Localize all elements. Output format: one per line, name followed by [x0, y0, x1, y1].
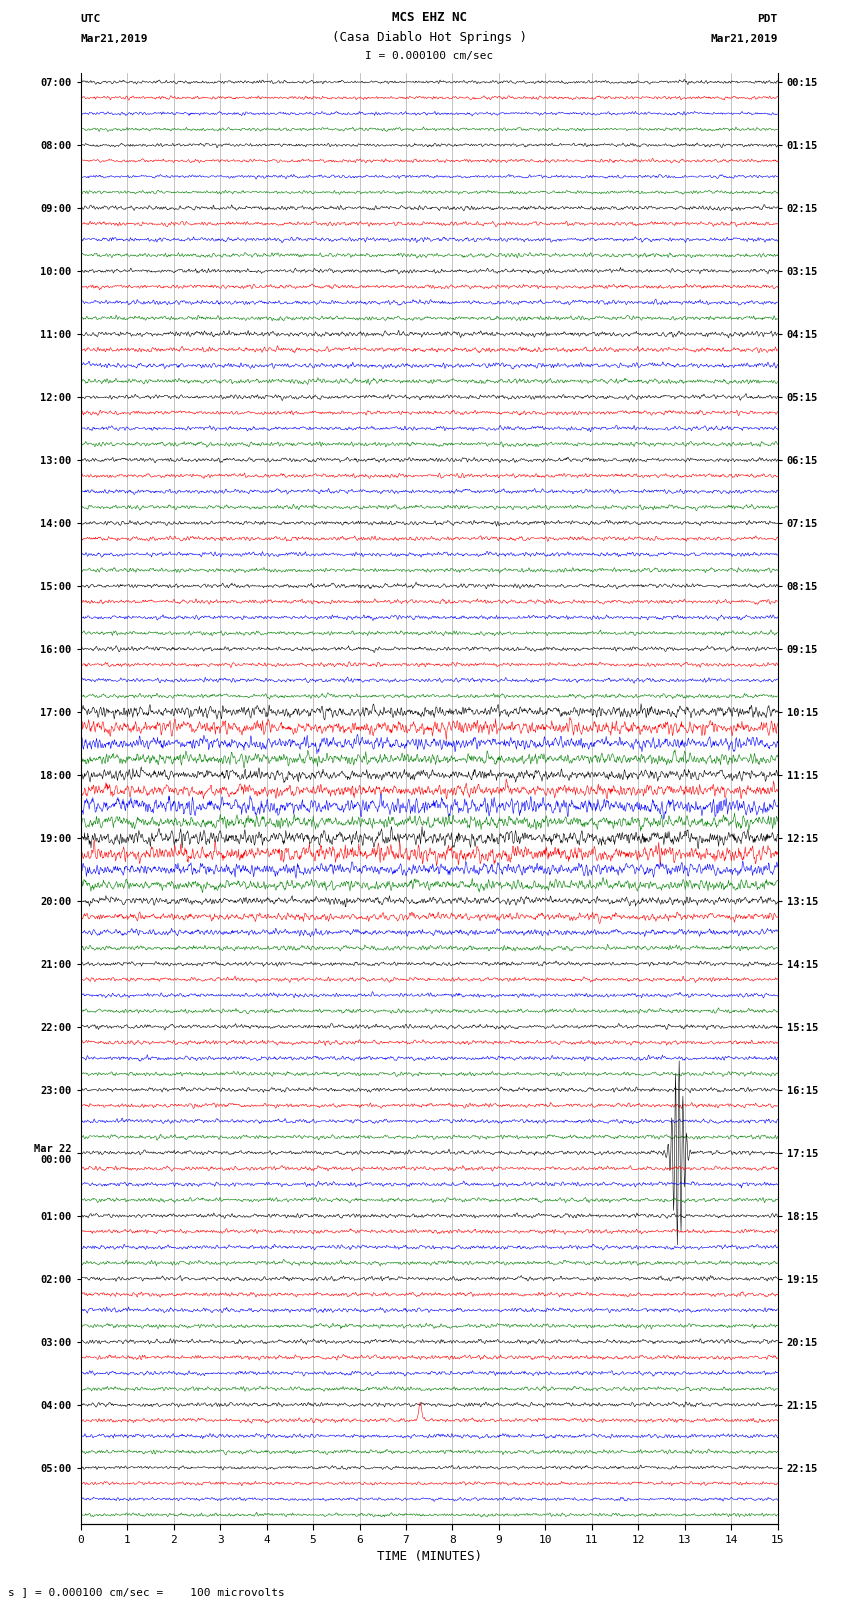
Text: s ] = 0.000100 cm/sec =    100 microvolts: s ] = 0.000100 cm/sec = 100 microvolts — [8, 1587, 286, 1597]
Text: I = 0.000100 cm/sec: I = 0.000100 cm/sec — [366, 52, 493, 61]
Text: UTC: UTC — [81, 15, 101, 24]
X-axis label: TIME (MINUTES): TIME (MINUTES) — [377, 1550, 482, 1563]
Text: Mar21,2019: Mar21,2019 — [81, 34, 148, 44]
Text: MCS EHZ NC: MCS EHZ NC — [392, 11, 467, 24]
Text: Mar21,2019: Mar21,2019 — [711, 34, 778, 44]
Text: PDT: PDT — [757, 15, 778, 24]
Text: (Casa Diablo Hot Springs ): (Casa Diablo Hot Springs ) — [332, 31, 527, 44]
